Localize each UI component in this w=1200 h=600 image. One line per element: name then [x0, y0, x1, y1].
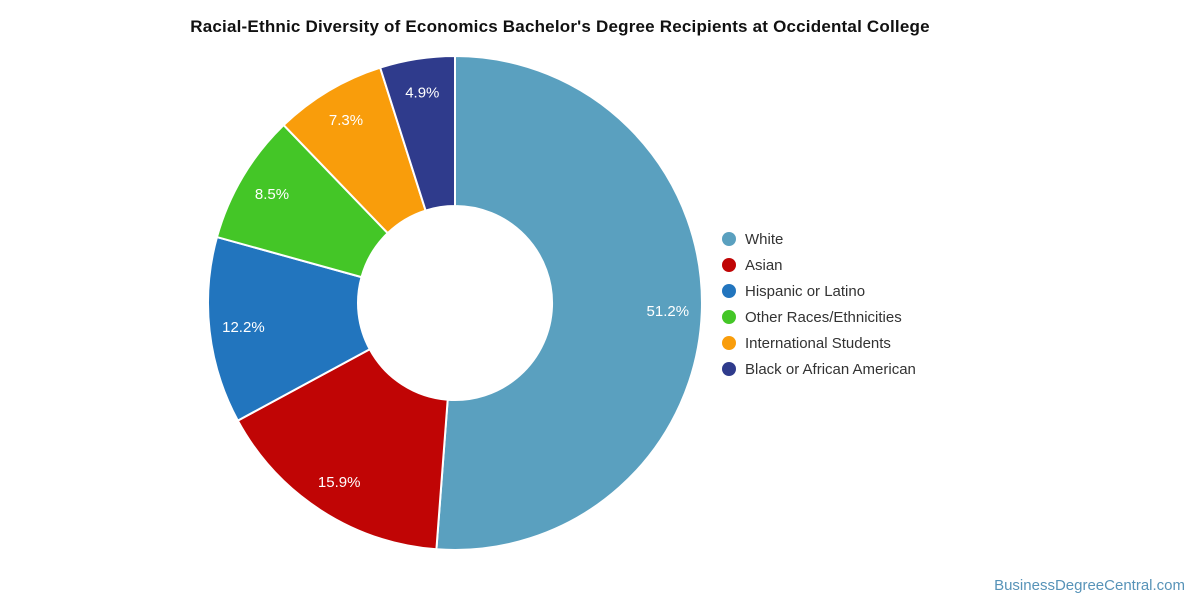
slice-black-or-african-american[interactable] — [379, 55, 456, 212]
legend-label: Hispanic or Latino — [745, 282, 866, 300]
slice-hispanic-or-latino[interactable] — [207, 236, 371, 422]
legend: White Asian Hispanic or Latino Other Races/… — [722, 226, 916, 382]
legend-item-international-students[interactable]: International Students — [722, 330, 916, 356]
slice-white[interactable] — [435, 55, 703, 551]
legend-label: Other Races/Ethnicities — [745, 308, 902, 326]
legend-swatch-icon — [722, 362, 736, 376]
legend-item-other-races-ethnicities[interactable]: Other Races/Ethnicities — [722, 304, 916, 330]
footer-link[interactable]: BusinessDegreeCentral.com — [994, 577, 1185, 594]
legend-label: International Students — [745, 334, 891, 352]
legend-label: White — [745, 230, 784, 248]
legend-item-black-or-african-american[interactable]: Black or African American — [722, 356, 916, 382]
legend-item-white[interactable]: White — [722, 226, 916, 252]
legend-swatch-icon — [722, 336, 736, 350]
legend-item-hispanic-or-latino[interactable]: Hispanic or Latino — [722, 278, 916, 304]
chart-title: Racial-Ethnic Diversity of Economics Bac… — [190, 17, 930, 36]
legend-swatch-icon — [722, 284, 736, 298]
legend-swatch-icon — [722, 232, 736, 246]
legend-swatch-icon — [722, 310, 736, 324]
legend-item-asian[interactable]: Asian — [722, 252, 916, 278]
legend-swatch-icon — [722, 258, 736, 272]
legend-label: Asian — [745, 256, 783, 274]
legend-label: Black or African American — [745, 360, 916, 378]
slice-asian[interactable] — [236, 348, 449, 551]
